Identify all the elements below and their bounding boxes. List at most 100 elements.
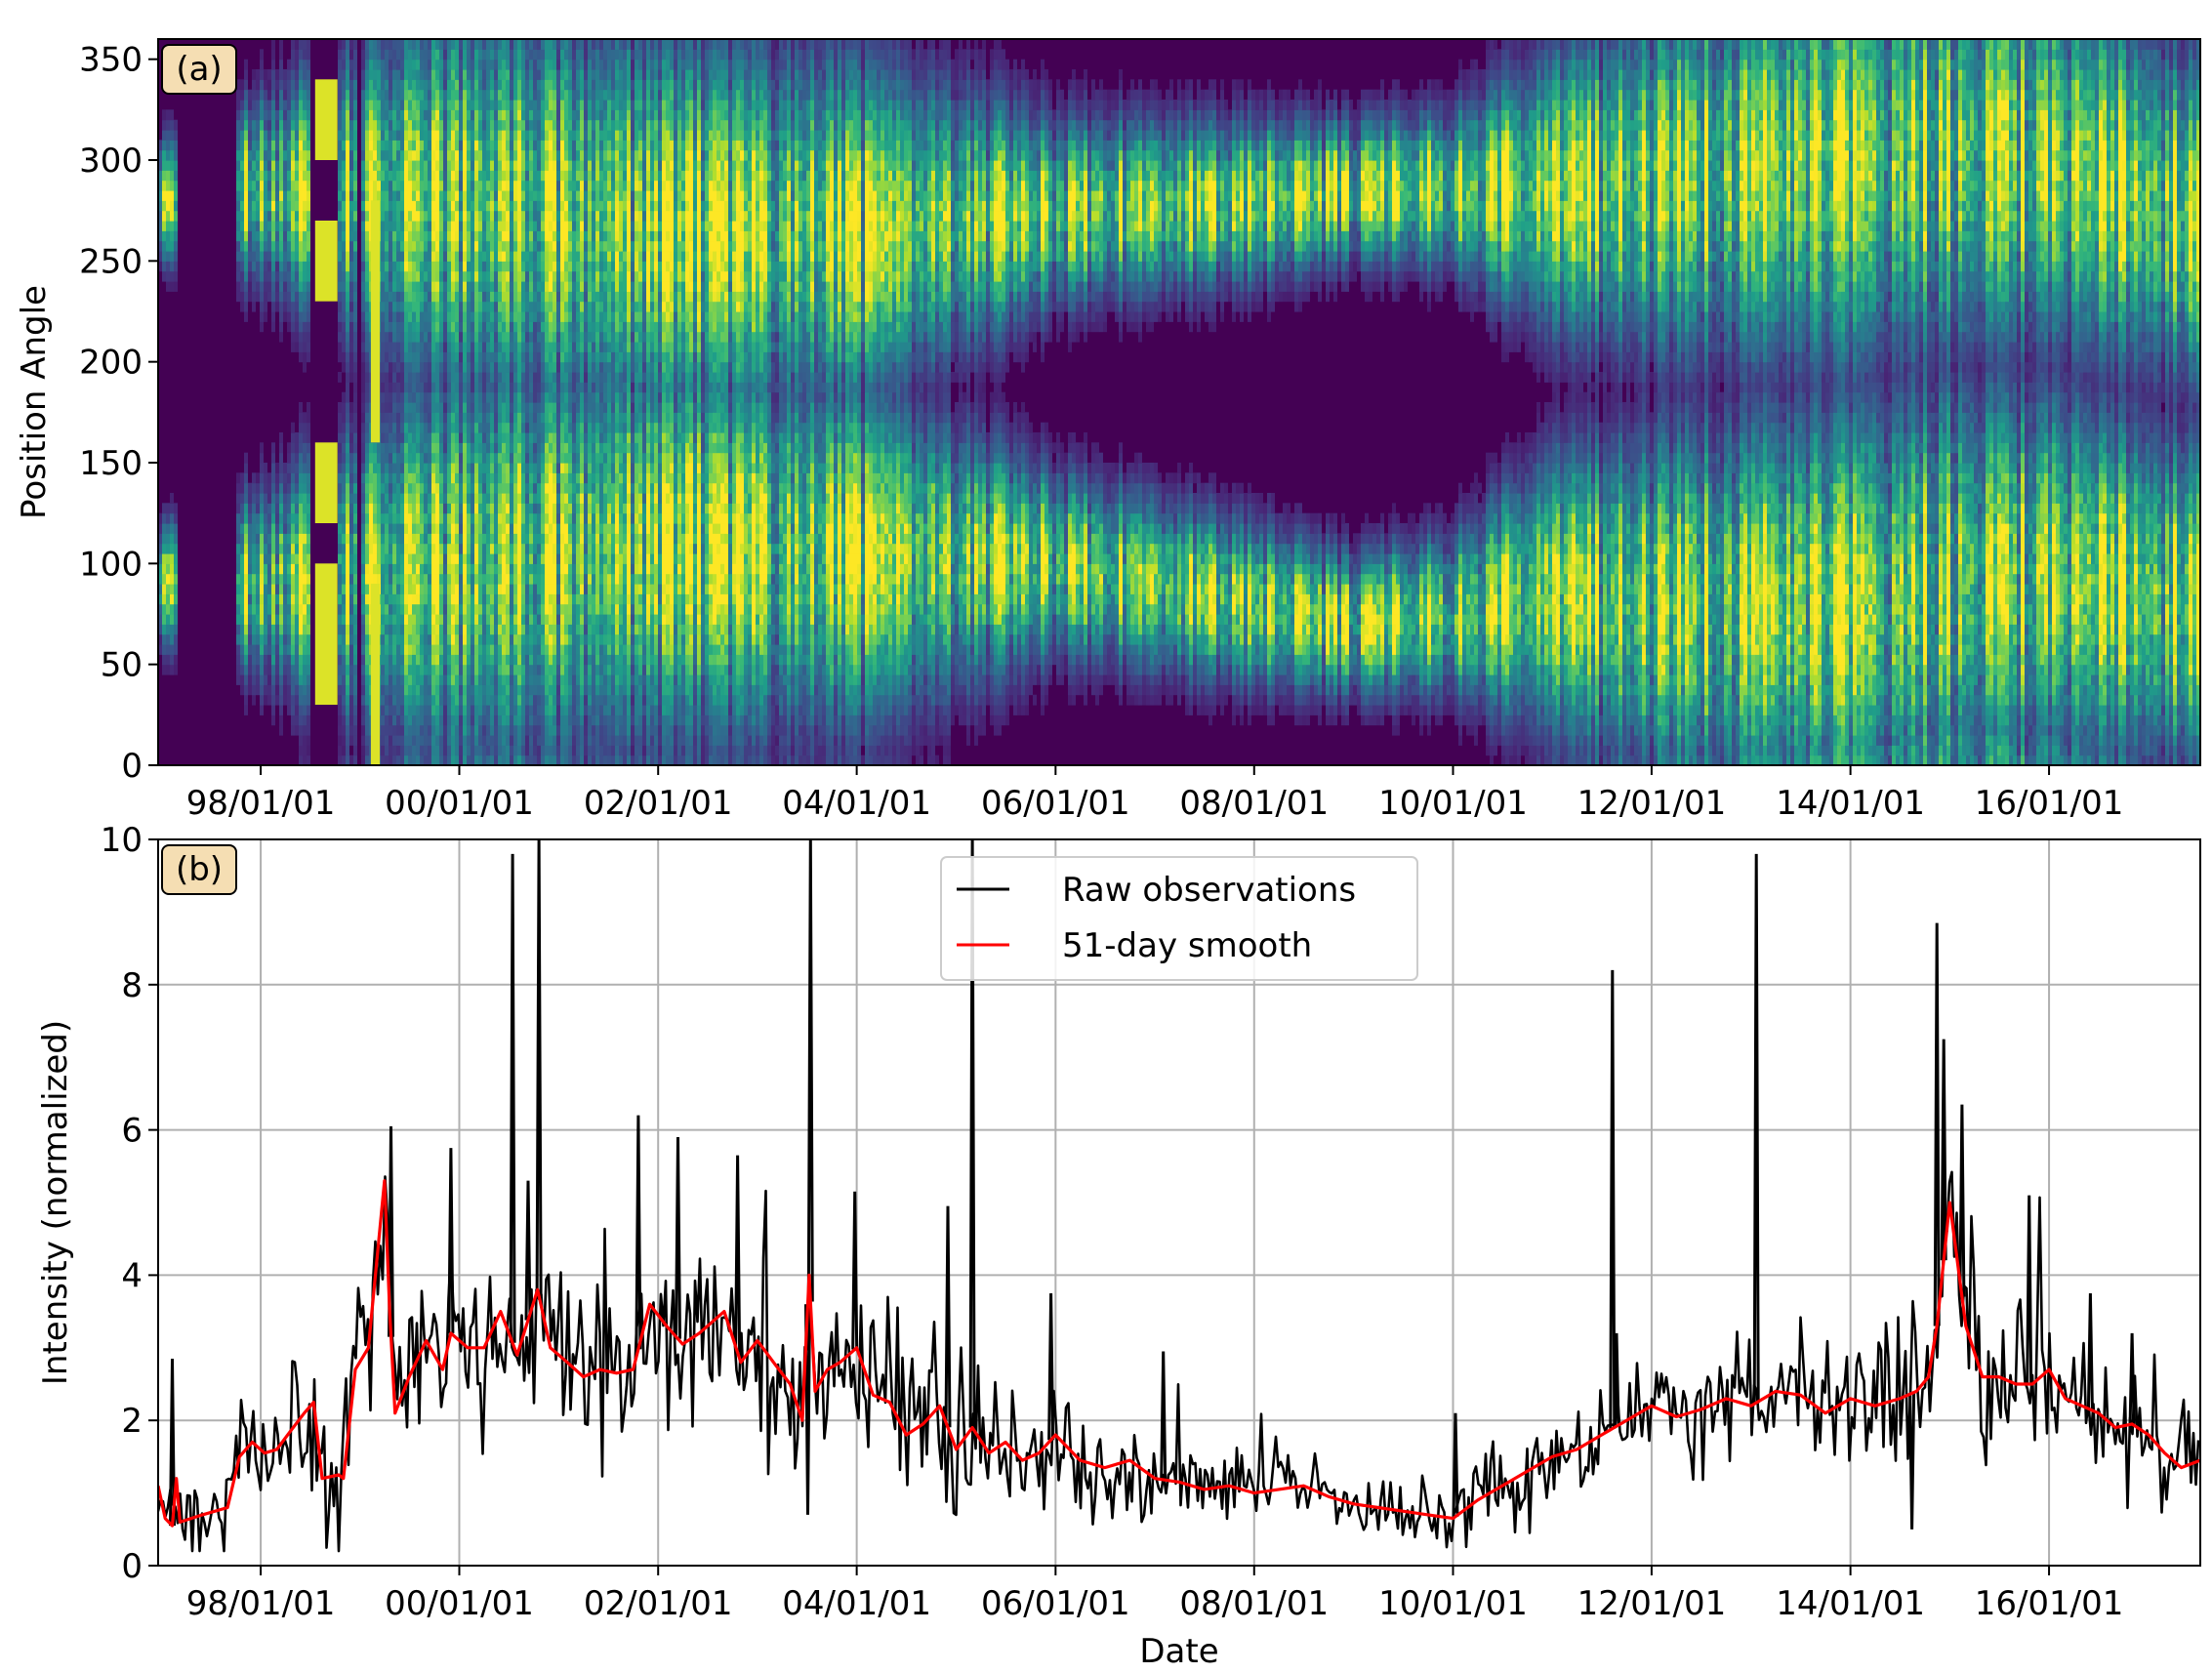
heatmap-cell	[291, 674, 295, 685]
heatmap-cell	[299, 624, 303, 634]
heatmap-cell	[381, 261, 385, 271]
heatmap-cell	[291, 644, 295, 655]
heatmap-cell	[244, 604, 248, 615]
heatmap-cell	[295, 69, 299, 80]
heatmap-cell	[252, 109, 256, 120]
heatmap-cell	[435, 230, 439, 241]
heatmap-cell	[283, 150, 287, 161]
heatmap-cell	[400, 705, 404, 715]
heatmap-cell	[264, 291, 267, 302]
heatmap-cell	[291, 160, 295, 171]
heatmap-cell	[389, 684, 392, 695]
heatmap-cell	[435, 483, 439, 494]
heatmap-cell	[349, 695, 353, 706]
heatmap-cell	[420, 351, 424, 362]
heatmap-cell	[303, 665, 307, 675]
heatmap-cell	[443, 241, 447, 252]
heatmap-cell	[252, 271, 256, 282]
heatmap-cell	[381, 493, 385, 504]
heatmap-cell	[412, 695, 416, 706]
heatmap-cell	[346, 463, 349, 473]
heatmap-cell	[408, 150, 412, 161]
heatmap-cell	[443, 472, 447, 483]
heatmap-cell	[303, 251, 307, 262]
heatmap-cell	[365, 271, 369, 282]
heatmap-cell	[236, 624, 240, 634]
heatmap-cell	[385, 493, 389, 504]
heatmap-cell	[346, 200, 349, 211]
heatmap-cell	[283, 503, 287, 513]
heatmap-cell	[420, 342, 424, 352]
heatmap-cell	[424, 321, 428, 332]
heatmap-cell	[264, 261, 267, 271]
heatmap-cell	[404, 392, 408, 403]
heatmap-cell	[373, 120, 377, 131]
heatmap-cell	[408, 483, 412, 494]
heatmap-cell	[244, 544, 248, 554]
heatmap-cell	[428, 221, 431, 231]
heatmap-cell	[248, 140, 252, 150]
heatmap-cell	[244, 60, 248, 70]
heatmap-cell	[447, 90, 451, 101]
heatmap-cell	[256, 654, 260, 665]
heatmap-cell	[271, 453, 275, 464]
heatmap-cell	[365, 705, 369, 715]
heatmap-cell	[412, 321, 416, 332]
heatmap-cell	[385, 181, 389, 191]
heatmap-cell	[396, 351, 400, 362]
heatmap-cell	[275, 463, 279, 473]
heatmap-cell	[451, 553, 455, 564]
heatmap-cell	[287, 442, 291, 453]
heatmap-cell	[451, 483, 455, 494]
heatmap-cell	[349, 463, 353, 473]
heatmap-cell	[439, 39, 443, 50]
heatmap-cell	[365, 241, 369, 252]
heatmap-cell	[420, 544, 424, 554]
heatmap-cell	[412, 674, 416, 685]
heatmap-cell	[396, 553, 400, 564]
heatmap-cell	[303, 472, 307, 483]
heatmap-cell	[451, 634, 455, 645]
heatmap-cell	[431, 432, 435, 443]
heatmap-cell	[396, 695, 400, 706]
heatmap-cell	[283, 140, 287, 150]
heatmap-cell	[420, 513, 424, 524]
heatmap-cell	[439, 211, 443, 222]
heatmap-cell	[283, 109, 287, 120]
heatmap-cell	[240, 109, 244, 120]
heatmap-cell	[361, 402, 365, 413]
heatmap-cell	[287, 271, 291, 282]
heatmap-cell	[295, 584, 299, 594]
heatmap-cell	[408, 261, 412, 271]
heatmap-cell	[353, 614, 357, 625]
heatmap-cell	[307, 90, 310, 101]
heatmap-cell	[447, 120, 451, 131]
heatmap-cell	[439, 311, 443, 322]
heatmap-cell	[420, 311, 424, 322]
heatmap-cell	[260, 614, 264, 625]
heatmap-cell	[236, 472, 240, 483]
heatmap-cell	[244, 281, 248, 292]
heatmap-cell	[295, 553, 299, 564]
heatmap-cell	[295, 593, 299, 604]
heatmap-cell	[389, 493, 392, 504]
heatmap-cell	[307, 49, 310, 60]
heatmap-cell	[428, 745, 431, 755]
heatmap-cell	[365, 665, 369, 675]
heatmap-cell	[420, 644, 424, 655]
heatmap-cell	[267, 574, 271, 585]
heatmap-cell	[271, 140, 275, 150]
heatmap-cell	[260, 453, 264, 464]
heatmap-cell	[256, 79, 260, 90]
heatmap-cell	[353, 714, 357, 725]
heatmap-cell	[435, 584, 439, 594]
heatmap-cell	[431, 140, 435, 150]
heatmap-cell	[424, 60, 428, 70]
heatmap-cell	[435, 69, 439, 80]
heatmap-cell	[412, 493, 416, 504]
heatmap-cell	[248, 674, 252, 685]
heatmap-cell	[303, 654, 307, 665]
heatmap-cell	[279, 271, 283, 282]
heatmap-cell	[381, 432, 385, 443]
heatmap-cell	[299, 523, 303, 534]
